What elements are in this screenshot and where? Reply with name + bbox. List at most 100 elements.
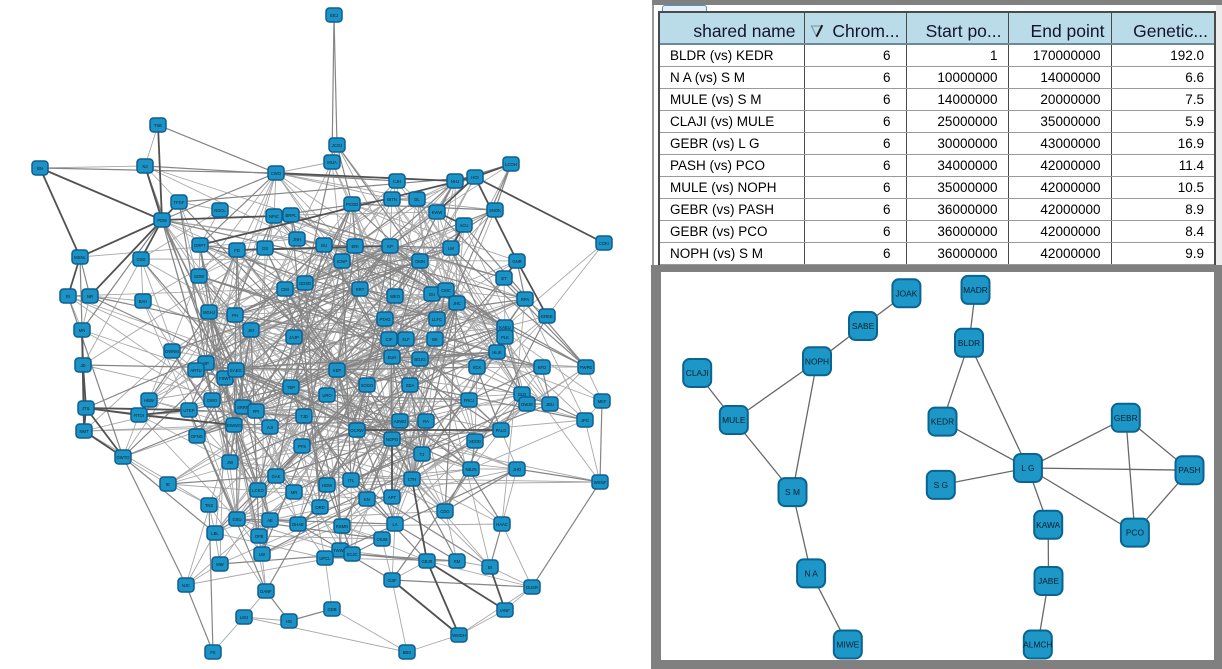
svg-text:JAJP: JAJP <box>289 335 299 340</box>
svg-text:TJD: TJD <box>300 414 308 419</box>
svg-text:AJI: AJI <box>267 425 273 430</box>
svg-text:DRPT: DRPT <box>194 243 206 248</box>
svg-text:LA: LA <box>392 522 397 527</box>
svg-text:IANF: IANF <box>500 608 510 613</box>
svg-text:MW: MW <box>216 562 223 567</box>
svg-text:TFGF: TFGF <box>174 200 185 205</box>
svg-text:BRPL: BRPL <box>286 213 298 218</box>
svg-text:MIJA: MIJA <box>327 160 337 165</box>
svg-text:RTOI: RTOI <box>134 413 144 418</box>
svg-text:FSWT: FSWT <box>219 376 231 381</box>
svg-text:SABE: SABE <box>852 321 875 331</box>
svg-text:JPG: JPG <box>581 418 589 423</box>
svg-text:WMDH: WMDH <box>452 633 466 638</box>
svg-text:JHC: JHC <box>453 301 461 306</box>
svg-text:DHAE: DHAE <box>292 522 304 527</box>
svg-text:OWJE: OWJE <box>521 402 533 407</box>
svg-text:KFO: KFO <box>538 365 547 370</box>
svg-text:DANF: DANF <box>260 589 272 594</box>
svg-text:GNR: GNR <box>512 259 521 264</box>
svg-text:HG: HG <box>286 619 292 624</box>
svg-text:GSU: GSU <box>232 517 241 522</box>
svg-text:UPCL: UPCL <box>319 556 331 561</box>
svg-text:NOPH: NOPH <box>805 356 829 366</box>
svg-text:EAEG: EAEG <box>230 368 242 373</box>
svg-text:MN: MN <box>79 328 86 333</box>
svg-text:NGPO: NGPO <box>386 437 399 442</box>
svg-text:BBG: BBG <box>403 650 412 655</box>
svg-text:S G: S G <box>934 480 948 490</box>
svg-text:EUH: EUH <box>388 355 397 360</box>
svg-text:BAH: BAH <box>139 299 148 304</box>
svg-text:PH: PH <box>232 313 238 318</box>
svg-text:PLK: PLK <box>501 335 509 340</box>
svg-text:NR: NR <box>87 294 93 299</box>
svg-text:HOI: HOI <box>471 175 478 180</box>
svg-text:SOGO: SOGO <box>361 383 374 388</box>
svg-text:URO: URO <box>322 393 332 398</box>
svg-text:JBU: JBU <box>546 402 554 407</box>
svg-text:L G: L G <box>1021 463 1034 473</box>
svg-text:SRRR: SRRR <box>237 405 249 410</box>
svg-text:KEDR: KEDR <box>931 417 954 427</box>
svg-text:PCO: PCO <box>1126 528 1145 538</box>
svg-text:HOW: HOW <box>322 483 332 488</box>
svg-text:SDA: SDA <box>406 383 415 388</box>
svg-text:MR: MR <box>291 490 298 495</box>
svg-text:MGHJ: MGHJ <box>203 310 215 315</box>
svg-text:LW: LW <box>259 552 265 557</box>
svg-text:WSNF: WSNF <box>594 480 607 485</box>
svg-text:IE: IE <box>166 482 170 487</box>
svg-text:JHO: JHO <box>513 467 522 472</box>
svg-text:JW: JW <box>227 460 233 465</box>
svg-text:CGKI: CGKI <box>599 241 609 246</box>
svg-text:PDM: PDM <box>157 218 167 223</box>
svg-text:GU: GU <box>321 243 327 248</box>
svg-text:HBW: HBW <box>144 398 154 403</box>
svg-text:IBTN: IBTN <box>387 197 397 202</box>
svg-text:JNH: JNH <box>293 237 301 242</box>
svg-text:PFS: PFS <box>298 444 306 449</box>
svg-text:MSNL: MSNL <box>74 255 86 260</box>
svg-text:SP: SP <box>203 361 209 366</box>
svg-text:LCOH: LCOH <box>505 162 517 167</box>
svg-text:S M: S M <box>785 487 800 497</box>
svg-text:MIWE: MIWE <box>836 640 859 650</box>
svg-text:ACU: ACU <box>460 223 469 228</box>
svg-text:NBJN: NBJN <box>466 467 477 472</box>
svg-text:HAAC: HAAC <box>496 522 508 527</box>
svg-text:ALMCH: ALMCH <box>1023 640 1052 650</box>
svg-text:NDCL: NDCL <box>214 208 226 213</box>
svg-text:CMI: CMI <box>281 287 289 292</box>
svg-text:OIUM: OIUM <box>377 537 388 542</box>
svg-text:OFB: OFB <box>255 534 264 539</box>
svg-text:DWWG: DWWG <box>227 423 241 428</box>
svg-text:SNOK: SNOK <box>489 208 501 213</box>
svg-text:DFNG: DFNG <box>191 434 203 439</box>
svg-text:JIO: JIO <box>248 328 255 333</box>
svg-text:KWW: KWW <box>432 210 443 215</box>
svg-text:ITL: ITL <box>348 478 355 483</box>
svg-text:CIF: CIF <box>386 337 393 342</box>
svg-text:AE: AE <box>267 518 273 523</box>
svg-text:DL: DL <box>414 197 420 202</box>
svg-text:HLIK: HLIK <box>492 350 502 355</box>
svg-text:GLD: GLD <box>518 392 527 397</box>
svg-text:SLF: SLF <box>402 337 410 342</box>
svg-text:UTEP: UTEP <box>183 408 194 413</box>
svg-text:GU: GU <box>429 292 435 297</box>
svg-text:RM: RM <box>454 559 461 564</box>
svg-text:PTAG: PTAG <box>379 317 390 322</box>
svg-text:NJ: NJ <box>142 164 147 169</box>
svg-text:RI: RI <box>66 294 70 299</box>
svg-text:GWTO: GWTO <box>117 455 131 460</box>
svg-text:FRCJ: FRCJ <box>464 398 475 403</box>
svg-text:SCJC: SCJC <box>347 552 358 557</box>
svg-text:NJC: NJC <box>182 583 190 588</box>
svg-text:TSE: TSE <box>154 123 162 128</box>
svg-text:JCOJ: JCOJ <box>332 143 342 148</box>
svg-text:ARTU: ARTU <box>190 368 201 373</box>
svg-text:RSMN: RSMN <box>336 524 348 529</box>
svg-text:ERI: ERI <box>352 244 359 249</box>
svg-text:LCKO: LCKO <box>252 488 264 493</box>
